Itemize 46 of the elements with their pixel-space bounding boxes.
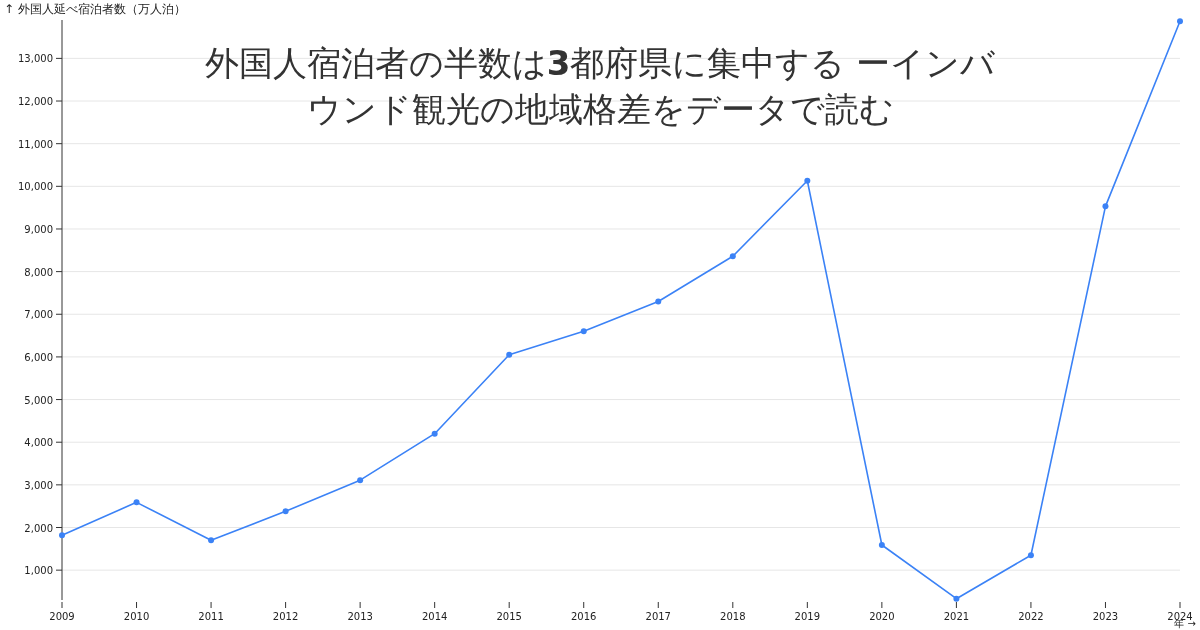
- x-tick-label: 2017: [645, 611, 671, 622]
- point: [208, 537, 215, 544]
- x-tick-label: 2011: [198, 611, 224, 622]
- x-tick-label: 2022: [1018, 611, 1044, 622]
- point: [282, 508, 289, 515]
- y-tick-label: 10,000: [18, 181, 53, 193]
- y-tick-label: 11,000: [18, 138, 53, 150]
- x-tick-label: 2023: [1092, 611, 1119, 622]
- x-tick-label: 2009: [49, 611, 75, 622]
- point: [59, 532, 65, 539]
- point: [953, 595, 960, 602]
- point: [1102, 203, 1109, 210]
- point: [1027, 552, 1034, 559]
- y-tick-label: 3,000: [24, 479, 53, 491]
- x-tick-label: 2016: [571, 611, 597, 622]
- y-tick-label: 1,000: [24, 565, 53, 577]
- point: [431, 430, 438, 437]
- y-tick-label: 6,000: [24, 351, 53, 363]
- x-tick-label: 2013: [347, 611, 373, 622]
- y-tick-label: 8,000: [24, 266, 53, 278]
- point: [506, 351, 513, 358]
- x-tick-label: 2019: [794, 611, 821, 622]
- point: [580, 328, 587, 335]
- point: [655, 298, 662, 305]
- point: [878, 541, 885, 548]
- point: [729, 253, 736, 260]
- x-tick-label: 2010: [123, 611, 150, 622]
- x-tick-label: 2018: [720, 611, 746, 622]
- y-tick-label: 2,000: [24, 522, 53, 534]
- y-tick-label: 13,000: [18, 53, 53, 65]
- point: [133, 499, 140, 506]
- text: 外国人宿泊者の半数は3都府県に集中する ーインバウンド観光の地域格差をデータで読む: [203, 42, 997, 131]
- point: [1177, 18, 1183, 25]
- x-tick-label: 2020: [869, 611, 895, 622]
- y-axis-title: ↑ 外国人延べ宿泊者数（万人泊）: [4, 2, 186, 16]
- x-tick-label: 2021: [943, 611, 970, 622]
- x-tick-label: 2012: [272, 611, 299, 622]
- point: [804, 177, 811, 184]
- y-tick-label: 12,000: [18, 96, 53, 108]
- x-tick-label: 2014: [421, 611, 448, 622]
- y-tick-label: 4,000: [24, 437, 53, 449]
- y-tick-label: 7,000: [24, 309, 53, 321]
- y-tick-label: 5,000: [24, 394, 53, 406]
- x-tick-label: 2015: [496, 611, 522, 622]
- y-tick-label: 9,000: [24, 223, 53, 235]
- point: [357, 477, 364, 484]
